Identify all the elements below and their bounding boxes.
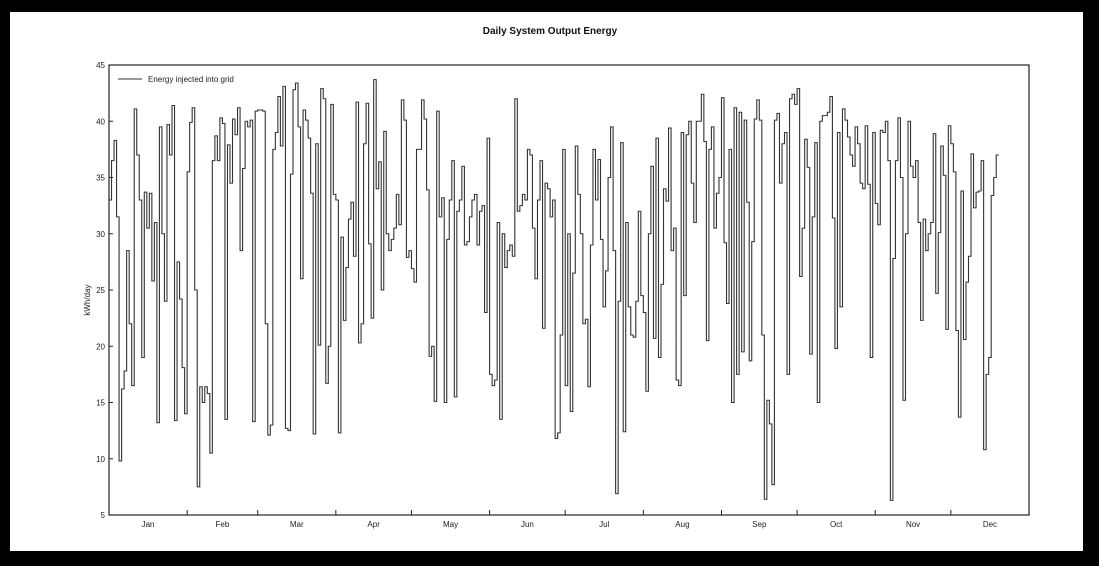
legend-label: Energy injected into grid: [148, 75, 234, 84]
x-tick-label: Jun: [521, 520, 534, 529]
series-line-energy: [109, 79, 999, 501]
x-tick-label: Feb: [216, 520, 230, 529]
plot-area: [108, 64, 1030, 516]
y-axis-label: kWh/day: [83, 284, 92, 315]
x-tick-label: Nov: [906, 520, 920, 529]
x-tick-label: Dec: [983, 520, 997, 529]
legend: Energy injected into grid: [118, 75, 234, 84]
x-tick-label: Sep: [752, 520, 767, 529]
x-tick-label: May: [443, 520, 458, 529]
chart-title: Daily System Output Energy: [483, 26, 618, 37]
y-tick-label: 45: [96, 61, 105, 70]
x-tick-label: Apr: [367, 520, 380, 529]
y-tick-label: 30: [96, 230, 105, 239]
x-tick-label: Jul: [599, 520, 609, 529]
y-tick-label: 40: [96, 117, 105, 126]
x-tick-label: Jan: [142, 520, 155, 529]
x-ticks: Jan Feb Mar Apr May Jun Jul Aug Sep Oct Nov Dec: [142, 510, 997, 529]
y-ticks: 5 10 15 20 25 30 35 40 45: [96, 61, 113, 520]
x-tick-label: Oct: [830, 520, 843, 529]
y-tick-label: 35: [96, 174, 105, 183]
y-tick-label: 5: [101, 511, 106, 520]
y-tick-label: 25: [96, 286, 105, 295]
y-tick-label: 20: [96, 342, 105, 351]
x-tick-label: Mar: [290, 520, 304, 529]
y-tick-label: 10: [96, 455, 105, 464]
x-tick-label: Aug: [675, 520, 689, 529]
y-tick-label: 15: [96, 399, 105, 408]
